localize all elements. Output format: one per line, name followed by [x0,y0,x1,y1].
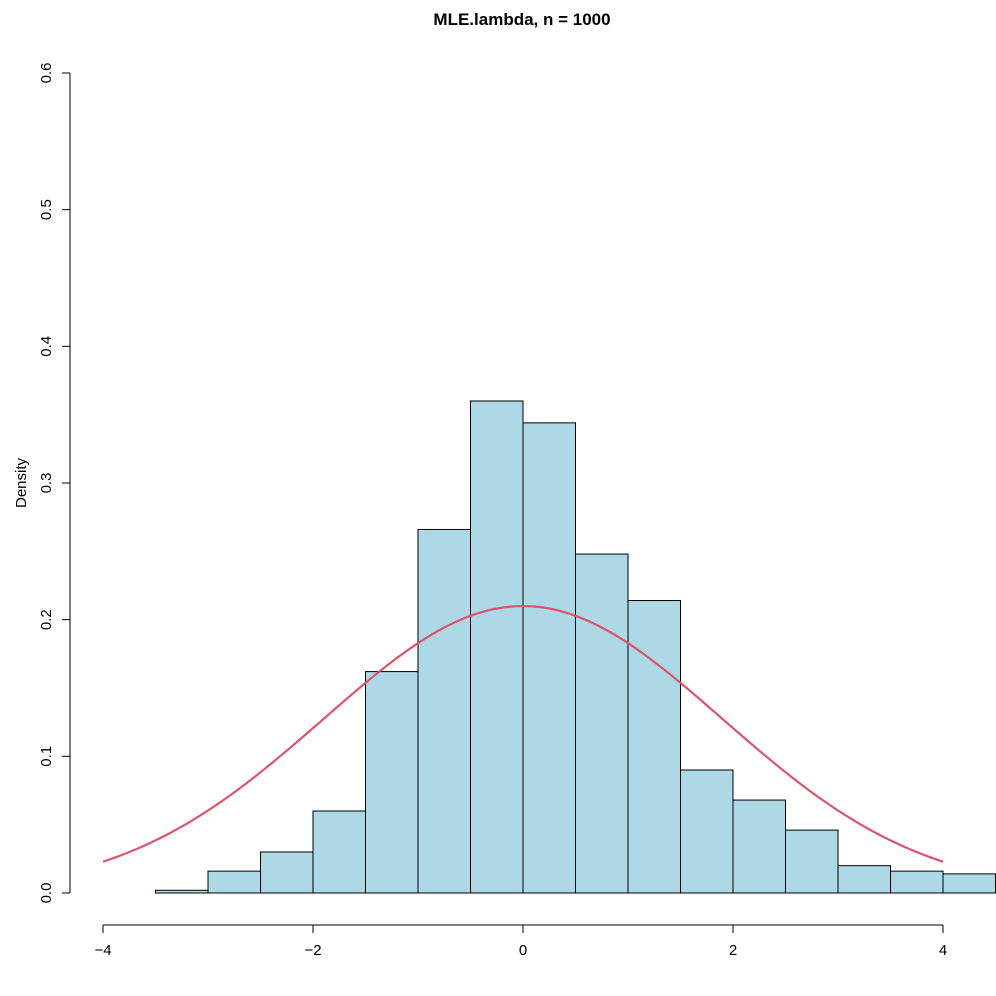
histogram-bar [680,769,734,894]
histogram-bar [627,600,681,894]
histogram-bar [417,528,471,894]
y-tick-label: 0.3 [38,473,55,494]
normal-density-curve [102,604,944,863]
y-tick-label: 0.5 [38,199,55,220]
chart-title: MLE.lambda, n = 1000 [433,10,610,29]
x-tick-label: 2 [729,942,737,959]
x-tick-label: −2 [304,942,321,959]
histogram-bar [890,870,944,894]
histogram-bar [732,799,786,894]
histogram-bar [207,870,261,894]
y-tick-label: 0.0 [38,883,55,904]
histogram-bar [785,829,839,894]
density-curve-layer [102,604,944,863]
y-tick-label: 0.4 [38,336,55,357]
histogram-bar [155,889,209,894]
histogram-bar [260,851,314,894]
histogram-bar [837,865,891,894]
histogram-bar [312,810,366,894]
y-tick-label: 0.2 [38,609,55,630]
x-axis: −4 −2 0 2 4 [94,924,947,959]
histogram-bar [522,422,576,894]
x-tick-label: 4 [939,942,947,959]
x-tick-label: 0 [519,942,527,959]
histogram-bar [942,873,996,894]
histogram-bars [155,400,996,894]
y-tick-label: 0.6 [38,63,55,84]
y-axis-label: Density [13,457,30,508]
y-tick-label: 0.1 [38,746,55,767]
y-axis: 0.0 0.1 0.2 0.3 0.4 0.5 0.6 [38,63,71,904]
x-tick-label: −4 [94,942,111,959]
histogram-bar [575,553,629,894]
histogram-bar [365,671,419,894]
histogram-bar [470,400,524,894]
